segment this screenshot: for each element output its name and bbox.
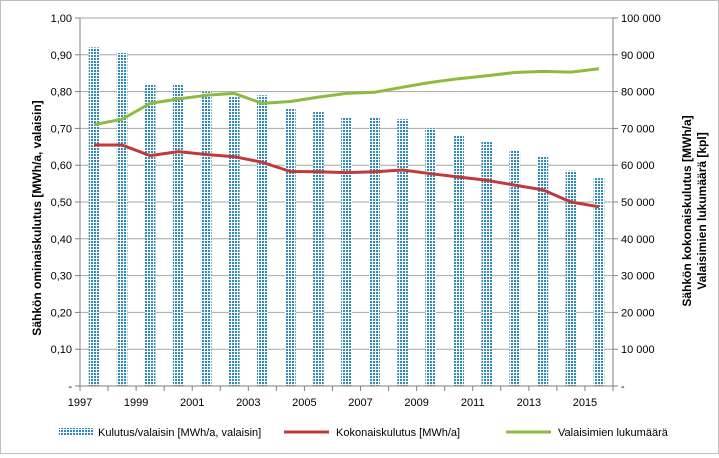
- x-tick-label: 2007: [348, 397, 372, 409]
- left-tick-label: 0,90: [51, 50, 72, 62]
- right-axis-ticks: - 10 000 20 000 30 000 40 000 50 000 60 000 70 …: [621, 13, 661, 393]
- bar: [313, 111, 324, 386]
- axes: [75, 17, 618, 391]
- right-tick-label: 20 000: [621, 307, 655, 319]
- bar: [425, 128, 436, 386]
- bar: [369, 117, 380, 387]
- bar: [481, 141, 493, 386]
- right-tick-label: 10 000: [621, 344, 655, 356]
- x-tick-label: 1997: [68, 397, 92, 409]
- legend-swatch-bar: [59, 428, 93, 436]
- right-axis-title-line2: Valaisimien lukumäärä [kpl]: [695, 132, 709, 289]
- left-axis-ticks: - 0,10 0,20 0,30 0,40 0,50 0,60 0,70 0,80 0,90 1,0…: [51, 13, 73, 393]
- legend-label-valaisimet: Valaisimien lukumäärä: [558, 427, 669, 439]
- right-tick-label: -: [621, 381, 625, 393]
- bar: [453, 135, 465, 386]
- left-tick-label: 0,50: [51, 197, 72, 209]
- left-tick-label: 0,10: [51, 344, 72, 356]
- legend-label-kokonais: Kokonaiskulutus [MWh/a]: [336, 427, 460, 439]
- right-tick-label: 100 000: [621, 13, 661, 25]
- bar: [537, 156, 549, 386]
- left-tick-label: 1,00: [51, 13, 72, 25]
- right-tick-label: 40 000: [621, 234, 655, 246]
- x-tick-label: 2009: [404, 397, 428, 409]
- left-axis-title: Sähkön ominaiskulutus [MWh/a, valaisin]: [30, 100, 44, 335]
- right-tick-label: 50 000: [621, 197, 655, 209]
- left-tick-label: -: [68, 381, 72, 393]
- right-tick-label: 70 000: [621, 123, 655, 135]
- line-valaisimien-lukumaara: [93, 67, 600, 127]
- left-tick-label: 0,40: [51, 234, 72, 246]
- bar: [257, 95, 268, 386]
- x-tick-label: 2003: [236, 397, 260, 409]
- bar: [144, 84, 156, 387]
- bar: [88, 47, 100, 386]
- bar: [200, 91, 212, 386]
- x-tick-label: 1999: [124, 397, 148, 409]
- bar: [565, 170, 577, 386]
- bar: [341, 117, 352, 387]
- line-kokonaiskulutus: [94, 143, 600, 209]
- x-tick-label: 2001: [180, 397, 204, 409]
- bar: [593, 178, 605, 386]
- bar: [285, 108, 296, 386]
- legend: Kulutus/valaisin [MWh/a, valaisin] Kokon…: [59, 427, 669, 439]
- bar: [172, 84, 184, 387]
- left-tick-label: 0,80: [51, 87, 72, 99]
- bar: [116, 52, 128, 387]
- right-axis-title-line1: Sähkön kokonaiskulutus [MWh/a]: [680, 115, 694, 306]
- bar: [397, 119, 408, 386]
- line-series: [93, 67, 600, 209]
- x-tick-label: 2015: [573, 397, 597, 409]
- bar: [509, 150, 521, 386]
- bar-series-kulutus-valaisin: [88, 47, 605, 387]
- x-tick-label: 2005: [292, 397, 316, 409]
- left-tick-label: 0,30: [51, 271, 72, 283]
- right-tick-label: 60 000: [621, 160, 655, 172]
- x-axis-ticks: 1997 1999 2001 2003 2005 2007 2009 2011 2013 2015: [68, 397, 597, 409]
- right-tick-label: 30 000: [621, 271, 655, 283]
- x-tick-label: 2011: [461, 397, 485, 409]
- left-tick-label: 0,20: [51, 307, 72, 319]
- x-tick-label: 2013: [517, 397, 541, 409]
- legend-label-bar: Kulutus/valaisin [MWh/a, valaisin]: [98, 427, 261, 439]
- bar: [228, 97, 240, 387]
- right-tick-label: 80 000: [621, 87, 655, 99]
- right-tick-label: 90 000: [621, 50, 655, 62]
- left-tick-label: 0,60: [51, 160, 72, 172]
- left-tick-label: 0,70: [51, 123, 72, 135]
